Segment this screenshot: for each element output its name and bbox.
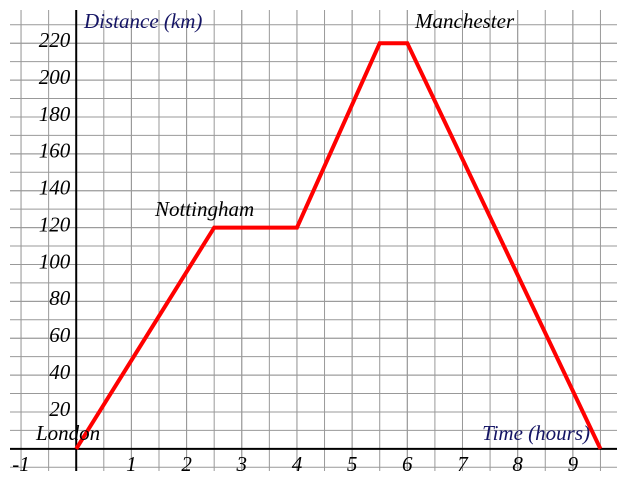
x-tick-label: 4 <box>292 452 303 476</box>
marks <box>74 41 603 450</box>
x-tick-label: 6 <box>402 452 413 476</box>
y-tick-label: 20 <box>49 397 71 421</box>
x-tick-label: 7 <box>457 452 469 476</box>
x-tick-label: -1 <box>12 452 30 476</box>
y-tick-label: 100 <box>39 249 71 273</box>
x-tick-label: 5 <box>347 452 358 476</box>
y-tick-label: 40 <box>49 360 71 384</box>
y-tick-label: 140 <box>39 176 71 200</box>
x-tick-label: 8 <box>512 452 523 476</box>
y-tick-label: 60 <box>49 323 71 347</box>
y-axis-title: Distance (km) <box>83 9 202 33</box>
y-tick-label: 220 <box>39 28 71 52</box>
x-tick-label: 3 <box>236 452 248 476</box>
grid <box>10 10 617 471</box>
x-axis-title: Time (hours) <box>482 421 590 445</box>
annotation: Manchester <box>414 9 515 33</box>
x-tick-label: 2 <box>181 452 192 476</box>
x-tick-label: 1 <box>126 452 137 476</box>
annotation: Nottingham <box>154 197 254 221</box>
y-tick-label: 200 <box>39 65 71 89</box>
y-tick-label: 80 <box>49 286 71 310</box>
line <box>74 41 603 450</box>
y-tick-label: 180 <box>39 102 71 126</box>
annotation: London <box>35 421 100 445</box>
x-tick-label: 9 <box>568 452 579 476</box>
y-tick-label: 120 <box>39 212 71 236</box>
y-tick-label: 160 <box>39 139 71 163</box>
